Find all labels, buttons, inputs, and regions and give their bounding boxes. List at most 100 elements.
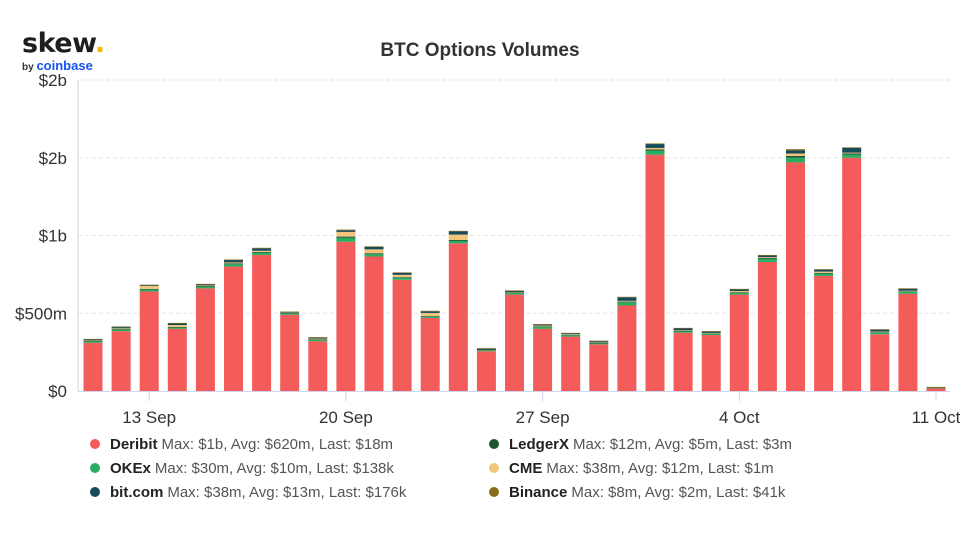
bar-binance <box>561 332 581 334</box>
bar-ledgerx <box>645 149 665 151</box>
bar-deribit <box>420 317 440 391</box>
bar-bitcom <box>814 269 834 272</box>
bar-deribit <box>673 332 693 391</box>
bar-ledgerx <box>448 240 468 241</box>
bar-ledgerx <box>842 153 862 155</box>
bar-binance <box>926 386 946 388</box>
bar-ledgerx <box>252 251 272 253</box>
bar-stack <box>280 311 300 391</box>
bar-ledgerx <box>364 253 384 255</box>
bar-okex <box>814 273 834 276</box>
bar-okex <box>842 154 862 158</box>
bar-bitcom <box>757 255 777 258</box>
bar-binance <box>673 327 693 329</box>
bar-bitcom <box>870 329 890 332</box>
bar-stack <box>392 272 412 391</box>
bar-ledgerx <box>308 339 328 340</box>
bar-stack <box>167 322 187 391</box>
bar-binance <box>589 340 609 342</box>
bar-stack <box>336 229 356 391</box>
bar-cme <box>167 325 187 327</box>
bar-deribit <box>448 243 468 391</box>
y-tick-label: $2b <box>39 149 67 168</box>
bar-stack <box>814 269 834 391</box>
bar-deribit <box>111 331 131 391</box>
bar-cme <box>195 285 215 287</box>
bar-bitcom <box>167 323 187 326</box>
bar-okex <box>83 341 103 343</box>
bar-cme <box>308 338 328 340</box>
bar-deribit <box>757 261 777 391</box>
bar-ledgerx <box>757 257 777 259</box>
bar-okex <box>252 252 272 255</box>
bar-cme <box>898 290 918 292</box>
bar-stack <box>701 330 721 391</box>
bar-okex <box>589 343 609 345</box>
bar-stack <box>589 340 609 391</box>
x-tick-label: 20 Sep <box>319 408 373 427</box>
bar-ledgerx <box>505 292 524 294</box>
bar-stack <box>842 147 862 391</box>
bar-okex <box>280 313 300 315</box>
bar-bitcom <box>786 150 805 154</box>
bar-okex <box>139 289 159 292</box>
bar-bitcom <box>701 331 721 333</box>
bar-bitcom <box>83 339 103 341</box>
bar-stack <box>83 338 103 391</box>
bar-stack <box>645 143 665 391</box>
bar-cme <box>224 262 243 264</box>
bar-bitcom <box>729 289 749 292</box>
bar-deribit <box>589 344 609 391</box>
bar-ledgerx <box>167 326 187 328</box>
bar-ledgerx <box>392 277 412 278</box>
bar-okex <box>757 258 777 262</box>
bar-binance <box>645 143 665 145</box>
bar-okex <box>111 329 131 332</box>
skew-logo: skew. by coinbase <box>22 30 105 73</box>
bar-bitcom <box>252 248 272 251</box>
bar-binance <box>701 330 721 332</box>
bar-stack <box>673 327 693 391</box>
bar-bitcom <box>139 285 159 287</box>
bar-ledgerx <box>814 272 834 274</box>
bar-cme <box>252 250 272 252</box>
bar-ledgerx <box>111 328 131 330</box>
bar-stack <box>252 247 272 391</box>
bar-bitcom <box>448 231 468 235</box>
bar-bitcom <box>842 147 862 153</box>
bar-bitcom <box>589 341 609 343</box>
x-tick-label: 11 Oct <box>912 408 960 427</box>
x-tick-label: 13 Sep <box>122 408 176 427</box>
y-tick-label: $0 <box>48 382 67 401</box>
bar-bitcom <box>280 312 300 313</box>
bar-binance <box>392 272 412 273</box>
bar-ledgerx <box>224 263 243 265</box>
bar-deribit <box>617 305 637 391</box>
bar-bitcom <box>364 247 384 250</box>
bar-bitcom <box>617 297 637 301</box>
bar-deribit <box>280 314 300 391</box>
bar-stack <box>729 288 749 391</box>
bar-bitcom <box>336 230 356 232</box>
x-tick-label: 27 Sep <box>516 408 570 427</box>
bar-binance <box>139 284 159 286</box>
bar-stack <box>420 310 440 391</box>
bar-binance <box>280 311 300 313</box>
bar-okex <box>195 286 215 289</box>
chart-title: BTC Options Volumes <box>380 40 580 61</box>
bar-okex <box>308 339 328 342</box>
x-axis: 13 Sep 20 Sep 27 Sep 4 Oct 11 Oct <box>78 391 960 427</box>
bar-cme <box>645 147 665 150</box>
logo-by: by <box>22 62 34 73</box>
bar-stack <box>111 326 131 391</box>
bar-cme <box>392 274 412 278</box>
bar-cme <box>533 325 553 327</box>
bar-deribit <box>336 241 356 391</box>
bar-deribit <box>83 342 103 391</box>
bar-stack <box>195 283 215 391</box>
bar-binance <box>757 254 777 256</box>
bar-binance <box>786 149 805 151</box>
y-tick-label: $2b <box>39 71 67 90</box>
bar-cme <box>673 330 693 331</box>
bar-deribit <box>139 291 159 391</box>
